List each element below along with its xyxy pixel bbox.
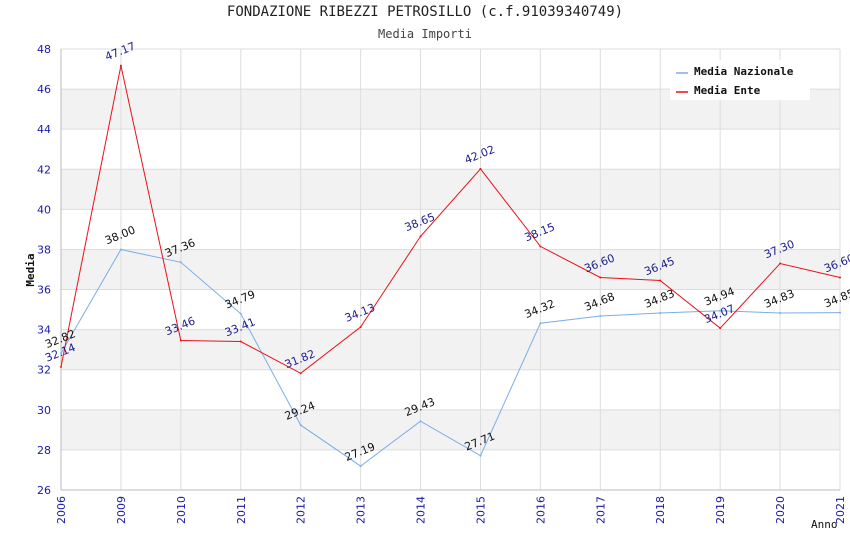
y-tick-label: 26 [37,484,51,497]
data-point-ente [419,235,422,238]
legend-label-ente: Media Ente [694,84,761,97]
data-point-nazionale [599,315,602,318]
data-point-nazionale [839,311,841,314]
y-tick-label: 46 [37,83,51,96]
y-tick-label: 48 [37,43,51,56]
x-tick-label: 2021 [834,496,847,524]
x-tick-label: 2020 [774,496,787,524]
y-tick-label: 40 [37,203,51,216]
x-tick-label: 2006 [55,496,68,524]
data-point-nazionale [60,352,62,355]
data-label-nazionale: 34.83 [642,287,676,311]
data-point-ente [599,276,602,279]
chart-subtitle: Media Importi [378,27,472,41]
data-label-ente: 34.13 [343,301,377,325]
legend-box [670,60,810,100]
data-point-nazionale [299,424,302,427]
series-line-nazionale [60,248,841,467]
data-label-nazionale: 34.68 [583,290,617,314]
legend: Media Nazionale Media Ente [670,60,810,100]
y-axis-ticks: 26 28 30 32 34 36 38 40 42 44 46 48 [37,43,51,497]
y-tick-label: 36 [37,284,51,297]
data-label-ente: 47.17 [103,40,137,64]
y-tick-label: 32 [37,364,51,377]
y-tick-label: 28 [37,444,51,457]
x-tick-label: 2018 [654,496,667,524]
grid-band [61,249,840,290]
x-tick-label: 2012 [295,496,308,524]
data-label-nazionale: 38.00 [103,223,137,247]
data-label-ente: 42.02 [463,143,497,167]
x-tick-label: 2017 [594,496,607,524]
data-point-nazionale [539,322,542,325]
y-tick-label: 34 [37,324,51,337]
data-point-ente [179,339,182,342]
data-point-nazionale [119,248,122,251]
axes [60,49,840,491]
data-label-nazionale: 34.32 [523,297,557,321]
data-point-ente [839,276,841,279]
grid-band [61,329,840,370]
legend-label-nazionale: Media Nazionale [694,65,794,78]
series-line-ente [60,65,841,374]
data-point-ente [479,167,482,170]
x-tick-label: 2014 [415,496,428,524]
data-point-ente [299,372,302,375]
data-point-ente [359,326,362,329]
x-tick-label: 2010 [175,496,188,524]
data-point-nazionale [239,312,242,315]
data-point-ente [779,262,782,265]
data-point-nazionale [659,311,662,314]
series-lines [60,64,841,468]
y-tick-label: 38 [37,243,51,256]
x-tick-label: 2016 [534,496,547,524]
x-axis-ticks: 2006 2009 2010 2011 2012 2013 2014 2015 2016 2017… [55,496,847,524]
data-label-nazionale: 34.79 [223,288,257,312]
data-point-nazionale [719,309,722,312]
x-tick-label: 2011 [235,496,248,524]
y-tick-label: 30 [37,404,51,417]
data-point-nazionale [479,454,482,457]
x-axis-label: Anno [811,518,838,531]
x-tick-label: 2009 [115,496,128,524]
data-point-ente [659,279,662,282]
data-point-ente [239,340,242,343]
data-point-ente [119,64,122,67]
y-axis-label: Media [24,253,37,286]
data-point-ente [60,365,62,368]
data-label-nazionale: 34.83 [762,287,796,311]
data-point-ente [539,245,542,248]
x-tick-label: 2015 [474,496,487,524]
data-point-nazionale [779,311,782,314]
data-label-ente: 38.65 [403,210,437,234]
data-point-nazionale [179,261,182,264]
data-point-ente [719,327,722,330]
data-point-nazionale [419,420,422,423]
y-tick-label: 42 [37,163,51,176]
x-tick-label: 2019 [714,496,727,524]
y-tick-label: 44 [37,123,51,136]
data-label-nazionale: 34.85 [822,287,850,311]
grid-band [61,409,840,450]
background-bands [61,89,840,450]
data-point-nazionale [359,465,362,468]
chart-title: FONDAZIONE RIBEZZI PETROSILLO (c.f.91039… [226,4,624,20]
data-label-ente: 38.15 [523,220,557,244]
x-tick-label: 2013 [355,496,368,524]
